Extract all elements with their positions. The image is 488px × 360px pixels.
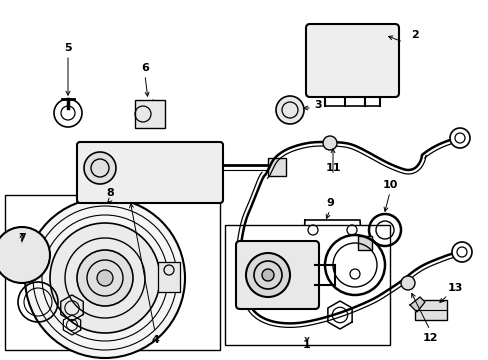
- Bar: [357, 236, 371, 250]
- Bar: [224, 225, 389, 345]
- Circle shape: [262, 269, 273, 281]
- Polygon shape: [409, 297, 424, 312]
- Text: 11: 11: [325, 163, 340, 173]
- Circle shape: [449, 128, 469, 148]
- Text: 8: 8: [106, 188, 114, 198]
- Bar: [267, 158, 285, 176]
- Bar: [414, 300, 446, 320]
- Text: 5: 5: [64, 43, 72, 53]
- Bar: [5, 195, 220, 350]
- Text: 2: 2: [410, 30, 418, 40]
- Circle shape: [77, 250, 133, 306]
- Text: 9: 9: [325, 198, 333, 208]
- Circle shape: [97, 270, 113, 286]
- FancyBboxPatch shape: [77, 142, 223, 203]
- Text: 13: 13: [447, 283, 462, 293]
- Circle shape: [84, 152, 116, 184]
- Text: 10: 10: [382, 180, 397, 190]
- Text: 3: 3: [314, 100, 321, 110]
- Bar: [135, 100, 164, 128]
- Text: 12: 12: [421, 333, 437, 343]
- Bar: [158, 262, 180, 292]
- Circle shape: [451, 242, 471, 262]
- Circle shape: [275, 96, 304, 124]
- Text: 1: 1: [303, 340, 310, 350]
- Text: 6: 6: [141, 63, 149, 73]
- Circle shape: [50, 223, 160, 333]
- Circle shape: [400, 276, 414, 290]
- Circle shape: [245, 253, 289, 297]
- Circle shape: [323, 136, 336, 150]
- Circle shape: [25, 198, 184, 358]
- Circle shape: [0, 227, 50, 283]
- FancyBboxPatch shape: [305, 24, 398, 97]
- FancyBboxPatch shape: [236, 241, 318, 309]
- Text: 7: 7: [18, 233, 26, 243]
- Text: 4: 4: [151, 335, 159, 345]
